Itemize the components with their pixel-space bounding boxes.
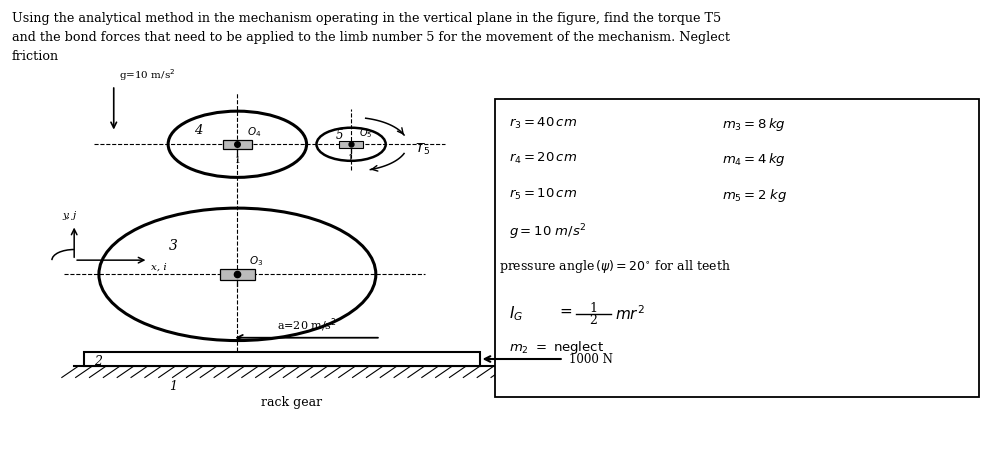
Bar [339,141,363,148]
Bar [223,140,252,149]
Text: 4: 4 [194,123,202,137]
Text: $m_2\ =\ \mathrm{neglect}$: $m_2\ =\ \mathrm{neglect}$ [509,340,604,356]
Text: $I_G$: $I_G$ [509,304,523,323]
Text: Using the analytical method in the mechanism operating in the vertical plane in : Using the analytical method in the mecha… [12,12,721,25]
Text: $m_3 = 8\,kg$: $m_3 = 8\,kg$ [722,116,785,133]
Bar [84,352,480,366]
Text: $mr^2$: $mr^2$ [615,304,645,323]
Text: 2: 2 [589,315,597,327]
Bar [494,99,979,397]
Text: y, j: y, j [62,211,76,220]
Text: pressure angle$\,(\psi) = 20^{\circ}$ for all teeth: pressure angle$\,(\psi) = 20^{\circ}$ fo… [499,258,731,275]
Text: $r_3 = 40\,cm$: $r_3 = 40\,cm$ [509,116,578,131]
Text: friction: friction [12,50,59,62]
Text: 3: 3 [169,239,177,253]
Text: x, i: x, i [151,263,167,272]
Text: 1: 1 [589,303,597,315]
Text: 2: 2 [94,355,102,368]
Text: 1: 1 [234,156,240,165]
Text: $g = 10\ m/s^2$: $g = 10\ m/s^2$ [509,222,586,242]
Text: 1: 1 [169,380,177,393]
Text: $r_5 = 10\,cm$: $r_5 = 10\,cm$ [509,187,578,202]
Text: $m_4 = 4\,kg$: $m_4 = 4\,kg$ [722,151,785,168]
Text: $T_5$: $T_5$ [415,141,430,157]
Text: $O_4$: $O_4$ [247,125,262,139]
Text: $r_4 = 20\,cm$: $r_4 = 20\,cm$ [509,151,578,166]
Text: and the bond forces that need to be applied to the limb number 5 for the movemen: and the bond forces that need to be appl… [12,31,730,44]
Text: $=$: $=$ [557,304,573,318]
Text: 1000 N: 1000 N [569,352,612,366]
Text: $O_3$: $O_3$ [249,254,263,268]
Text: $O_5$: $O_5$ [359,126,373,140]
Text: a=20 m/s$^2$: a=20 m/s$^2$ [277,316,336,334]
Text: rack gear: rack gear [261,396,322,409]
Text: 1: 1 [348,154,354,163]
Bar [220,269,255,280]
Text: 5: 5 [335,129,343,142]
Text: $m_5 = 2\;kg$: $m_5 = 2\;kg$ [722,187,787,204]
Text: g=10 m/s$^2$: g=10 m/s$^2$ [119,67,175,83]
